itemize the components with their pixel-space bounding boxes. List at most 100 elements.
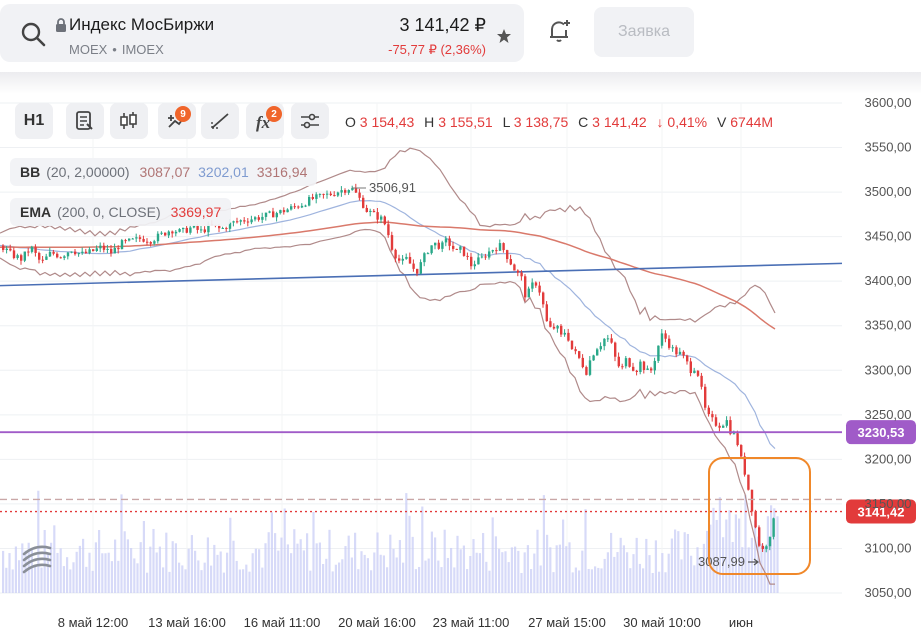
volume-bar bbox=[565, 546, 568, 593]
candle-body bbox=[268, 211, 271, 213]
candle-body bbox=[246, 221, 250, 223]
volume-bar bbox=[222, 572, 225, 593]
candle-body bbox=[102, 245, 106, 250]
volume-bar bbox=[664, 572, 667, 593]
volume-bar bbox=[718, 497, 721, 593]
bell-add-icon[interactable] bbox=[546, 17, 574, 45]
current-price-tag: 3141,42 bbox=[858, 505, 905, 520]
volume-bar bbox=[584, 509, 587, 593]
volume-bar bbox=[501, 552, 504, 593]
volume-bar bbox=[440, 567, 443, 593]
candle-body bbox=[383, 216, 386, 225]
candle-body bbox=[189, 227, 192, 233]
candle-body bbox=[675, 347, 678, 355]
volume-bar bbox=[626, 552, 629, 593]
candle-body bbox=[286, 209, 289, 213]
star-icon[interactable] bbox=[496, 28, 512, 44]
candle-body bbox=[128, 238, 131, 241]
y-tick-label: 3350,00 bbox=[865, 318, 912, 333]
volume-bar bbox=[72, 562, 75, 593]
volume-bar bbox=[66, 557, 69, 593]
volume-bar bbox=[427, 558, 430, 593]
interval-button[interactable]: H1 bbox=[15, 103, 53, 139]
candle-body bbox=[149, 242, 152, 244]
candle-body bbox=[153, 241, 156, 244]
drawing-button[interactable] bbox=[201, 103, 239, 139]
ema-indicator-legend[interactable]: EMA (200, 0, CLOSE) 3369,97 bbox=[10, 198, 232, 226]
volume-bar bbox=[680, 559, 683, 593]
chart-annotations: 3506,91 3087,99 bbox=[22, 180, 811, 575]
candle-body bbox=[455, 248, 458, 250]
volume-bar bbox=[629, 568, 632, 593]
candle-body bbox=[290, 206, 293, 210]
volume-bar bbox=[674, 529, 677, 593]
candle-body bbox=[279, 210, 282, 214]
settings-button[interactable] bbox=[291, 103, 329, 139]
volume-bar bbox=[248, 571, 251, 593]
volume-bar bbox=[274, 533, 277, 593]
candle-body bbox=[41, 259, 44, 261]
level-tag-3230-bg bbox=[846, 420, 916, 445]
volume-bar bbox=[750, 537, 753, 593]
candles-button[interactable] bbox=[110, 103, 148, 139]
volume-bar bbox=[280, 537, 283, 593]
candle-body bbox=[732, 433, 736, 435]
volume-bar bbox=[702, 543, 705, 593]
search-icon[interactable] bbox=[20, 21, 46, 47]
candle-body bbox=[412, 263, 415, 269]
volume-bar bbox=[242, 569, 245, 593]
candle-body bbox=[664, 333, 667, 339]
volume-bar bbox=[360, 551, 363, 593]
volume-bar bbox=[677, 531, 680, 593]
chart-type-button[interactable] bbox=[66, 103, 104, 139]
time-axis: 8 май 12:00 13 май 16:00 16 май 11:00 20 ма… bbox=[58, 615, 753, 630]
candle-body bbox=[729, 420, 732, 434]
ema-params: (200, 0, CLOSE) bbox=[57, 204, 161, 220]
volume-bar bbox=[91, 570, 94, 593]
candle-body bbox=[30, 246, 34, 252]
volume-bar bbox=[210, 565, 213, 593]
close-value: 3 141,42 bbox=[592, 114, 647, 130]
candle-body bbox=[354, 188, 358, 193]
candle-body bbox=[261, 216, 264, 220]
volume-bar bbox=[229, 517, 232, 593]
y-tick-label: 3500,00 bbox=[865, 184, 912, 199]
candle-body bbox=[135, 237, 138, 239]
ticker-card[interactable]: Индекс МосБиржи MOEX • IMOEX 3 141,42 ₽ -7… bbox=[0, 4, 524, 62]
volume-bar bbox=[162, 567, 165, 593]
candle-body bbox=[614, 342, 617, 357]
candle-body bbox=[110, 248, 113, 254]
volume-bar bbox=[549, 547, 552, 593]
candle-body bbox=[686, 355, 689, 362]
candle-body bbox=[758, 527, 761, 546]
candle-body bbox=[419, 262, 422, 274]
volume-bar bbox=[581, 550, 584, 593]
trend-line bbox=[0, 262, 843, 287]
price-axis: 3600,00 3550,00 3500,00 3450,00 3400,00 3350,… bbox=[865, 95, 912, 600]
volume-bar bbox=[37, 490, 40, 593]
candle-body bbox=[578, 351, 581, 358]
ticker-change: -75,77 ₽ (2,36%) bbox=[388, 42, 486, 57]
volume-bar bbox=[597, 567, 600, 593]
volume-bar bbox=[376, 532, 379, 593]
candle-body bbox=[588, 360, 592, 375]
volume-bar bbox=[277, 550, 280, 593]
candle-body bbox=[347, 190, 350, 193]
candle-body bbox=[473, 264, 476, 267]
bb-indicator-legend[interactable]: BB (20, 2,00000) 3087,07 3202,01 3316,94 bbox=[10, 158, 318, 186]
volume-bar bbox=[165, 532, 168, 593]
volume-bar bbox=[238, 569, 241, 593]
volume-bar bbox=[568, 542, 571, 593]
candle-body bbox=[9, 248, 12, 251]
y-tick-label: 3250,00 bbox=[865, 407, 912, 422]
volume-bar bbox=[760, 543, 763, 593]
candle-body bbox=[462, 246, 466, 256]
volume-bar bbox=[632, 554, 635, 593]
lock-icon bbox=[56, 18, 66, 32]
volume-bar bbox=[347, 535, 350, 593]
volume-bar bbox=[120, 494, 123, 593]
order-button[interactable]: Заявка bbox=[594, 7, 694, 57]
candle-body bbox=[257, 217, 260, 220]
volume-bar bbox=[546, 534, 549, 593]
